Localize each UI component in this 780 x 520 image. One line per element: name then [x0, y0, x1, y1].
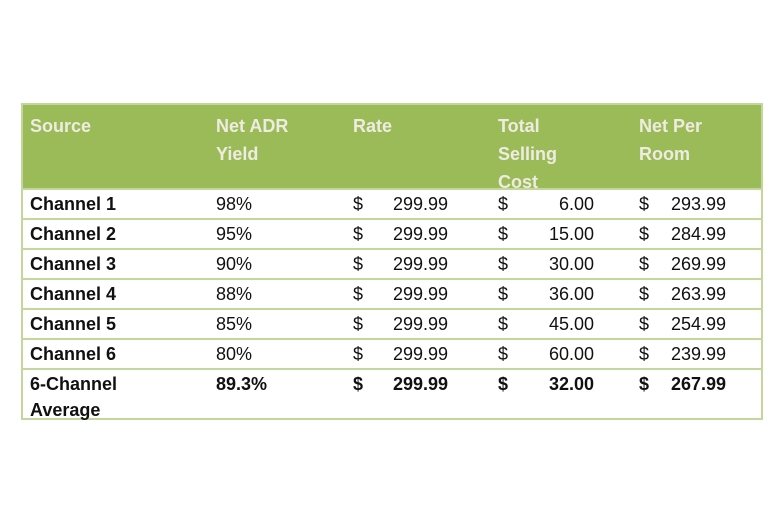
amount: 45.00 — [548, 313, 594, 334]
cell-rate: $299.99 — [346, 254, 484, 275]
cell-net-per-room: $293.99 — [633, 194, 761, 215]
amount: 6.00 — [558, 193, 594, 214]
cell-net-per-room: $239.99 — [633, 344, 761, 365]
table-row: Channel 4 88% $299.99 $36.00 $263.99 — [23, 280, 761, 310]
currency-symbol: $ — [639, 374, 650, 394]
column-header-label: Source — [30, 116, 92, 136]
currency-symbol: $ — [353, 343, 364, 364]
currency-symbol: $ — [639, 193, 650, 214]
net-adr-yield-table: Source Net ADR Yield Rate Total Selling … — [21, 103, 763, 420]
amount: 60.00 — [548, 343, 594, 364]
column-header-rate: Rate — [346, 112, 484, 188]
amount: 299.99 — [392, 193, 448, 214]
currency-symbol: $ — [498, 374, 509, 394]
cell-net-per-room: $263.99 — [633, 284, 761, 305]
currency-symbol: $ — [639, 253, 650, 274]
cell-rate: $299.99 — [346, 284, 484, 305]
currency-symbol: $ — [639, 223, 650, 244]
cell-source: Channel 2 — [30, 223, 117, 244]
column-header-source: Source — [23, 112, 211, 188]
cell-rate: $299.99 — [346, 344, 484, 365]
table-row: 6-Channel Average 89.3% $299.99 $32.00 $… — [23, 370, 761, 420]
currency-symbol: $ — [498, 223, 509, 244]
cell-source: 6-Channel Average — [30, 374, 118, 420]
cell-source: Channel 3 — [30, 253, 117, 274]
table-row: Channel 3 90% $299.99 $30.00 $269.99 — [23, 250, 761, 280]
table-header-row: Source Net ADR Yield Rate Total Selling … — [23, 105, 761, 192]
amount: 299.99 — [392, 283, 448, 304]
cell-total-selling-cost: $32.00 — [484, 371, 633, 397]
currency-symbol: $ — [639, 343, 650, 364]
currency-symbol: $ — [353, 283, 364, 304]
currency-symbol: $ — [498, 253, 509, 274]
cell-net-per-room: $267.99 — [633, 371, 761, 397]
cell-rate: $299.99 — [346, 194, 484, 215]
cell-rate: $299.99 — [346, 314, 484, 335]
amount: 254.99 — [670, 313, 726, 334]
amount: 299.99 — [392, 253, 448, 274]
amount: 284.99 — [670, 223, 726, 244]
amount: 299.99 — [392, 374, 448, 394]
amount: 269.99 — [670, 253, 726, 274]
cell-net-per-room: $269.99 — [633, 254, 761, 275]
amount: 299.99 — [392, 313, 448, 334]
amount: 32.00 — [548, 374, 594, 394]
cell-source: Channel 6 — [30, 343, 117, 364]
column-header-total-selling-cost: Total Selling Cost — [484, 112, 633, 192]
currency-symbol: $ — [639, 313, 650, 334]
cell-net-adr-yield: 88% — [216, 283, 253, 304]
amount: 239.99 — [670, 343, 726, 364]
currency-symbol: $ — [353, 253, 364, 274]
cell-source: Channel 5 — [30, 313, 117, 334]
currency-symbol: $ — [353, 374, 364, 394]
cell-total-selling-cost: $15.00 — [484, 224, 633, 245]
cell-source: Channel 4 — [30, 283, 117, 304]
currency-symbol: $ — [498, 283, 509, 304]
currency-symbol: $ — [639, 283, 650, 304]
currency-symbol: $ — [353, 193, 364, 214]
amount: 263.99 — [670, 283, 726, 304]
column-header-label: Net ADR Yield — [216, 116, 289, 164]
amount: 15.00 — [548, 223, 594, 244]
cell-total-selling-cost: $60.00 — [484, 344, 633, 365]
amount: 267.99 — [670, 374, 726, 394]
amount: 299.99 — [392, 343, 448, 364]
table-row: Channel 6 80% $299.99 $60.00 $239.99 — [23, 340, 761, 370]
cell-net-adr-yield: 80% — [216, 343, 253, 364]
cell-net-adr-yield: 90% — [216, 253, 253, 274]
currency-symbol: $ — [353, 313, 364, 334]
table-body: Channel 1 98% $299.99 $6.00 $293.99 Chan… — [23, 190, 761, 420]
column-header-label: Net Per Room — [639, 116, 703, 164]
cell-total-selling-cost: $45.00 — [484, 314, 633, 335]
currency-symbol: $ — [498, 313, 509, 334]
table-row: Channel 2 95% $299.99 $15.00 $284.99 — [23, 220, 761, 250]
cell-net-per-room: $284.99 — [633, 224, 761, 245]
cell-net-adr-yield: 85% — [216, 313, 253, 334]
column-header-net-adr-yield: Net ADR Yield — [211, 112, 346, 188]
amount: 299.99 — [392, 223, 448, 244]
table-row: Channel 5 85% $299.99 $45.00 $254.99 — [23, 310, 761, 340]
table-row: Channel 1 98% $299.99 $6.00 $293.99 — [23, 190, 761, 220]
column-header-label: Rate — [353, 116, 393, 136]
amount: 36.00 — [548, 283, 594, 304]
cell-net-adr-yield: 89.3% — [216, 374, 268, 394]
cell-total-selling-cost: $6.00 — [484, 194, 633, 215]
cell-rate: $299.99 — [346, 224, 484, 245]
cell-net-adr-yield: 98% — [216, 193, 253, 214]
cell-total-selling-cost: $36.00 — [484, 284, 633, 305]
currency-symbol: $ — [353, 223, 364, 244]
cell-source: Channel 1 — [30, 193, 117, 214]
cell-net-per-room: $254.99 — [633, 314, 761, 335]
cell-rate: $299.99 — [346, 371, 484, 397]
column-header-label: Total Selling Cost — [498, 116, 558, 192]
amount: 293.99 — [670, 193, 726, 214]
currency-symbol: $ — [498, 193, 509, 214]
currency-symbol: $ — [498, 343, 509, 364]
amount: 30.00 — [548, 253, 594, 274]
cell-total-selling-cost: $30.00 — [484, 254, 633, 275]
column-header-net-per-room: Net Per Room — [633, 112, 761, 188]
cell-net-adr-yield: 95% — [216, 223, 253, 244]
